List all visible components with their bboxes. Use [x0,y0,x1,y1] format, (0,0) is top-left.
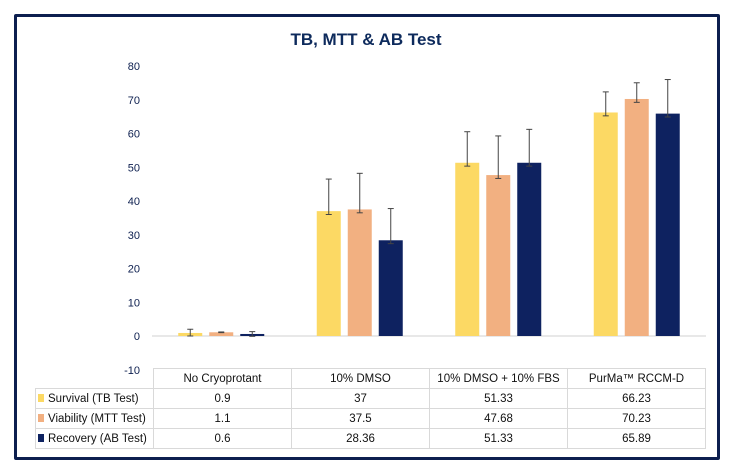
table-cell: 65.89 [567,428,706,449]
legend-swatch-icon [38,414,44,423]
table-cell: 37.5 [291,408,430,429]
y-tick-label: 40 [128,196,140,208]
table-cell: 47.68 [429,408,568,429]
legend-viability: Viability (MTT Test) [35,408,154,429]
table-cell: 70.23 [567,408,706,429]
bar [209,332,234,336]
y-tick-label: 30 [128,230,140,242]
table-cell: 0.9 [153,388,292,409]
legend-swatch-icon [38,394,44,403]
bar [455,162,480,336]
table-row: Survival (TB Test) 0.9 37 51.33 66.23 [35,388,706,409]
y-tick-label: 70 [128,95,140,107]
y-tick-label: 50 [128,162,140,174]
y-tick-label: 10 [128,297,140,309]
table-cell: 66.23 [567,388,706,409]
y-tick-label: 80 [128,61,140,73]
table-cell: 51.33 [429,388,568,409]
chart-title: TB, MTT & AB Test [290,30,442,49]
bar [624,98,649,336]
bar [347,209,372,336]
table-cell: 37 [291,388,430,409]
table-header-cell: 10% DMSO [291,368,430,389]
table-header-cell: 10% DMSO + 10% FBS [429,368,568,389]
bar [486,175,511,336]
legend-recovery: Recovery (AB Test) [35,428,154,449]
table-cell: 1.1 [153,408,292,429]
legend-survival: Survival (TB Test) [35,388,154,409]
bar [655,113,680,336]
table-row: Viability (MTT Test) 1.1 37.5 47.68 70.2… [35,408,706,429]
y-tick-label: 0 [134,331,140,343]
table-row: Recovery (AB Test) 0.6 28.36 51.33 65.89 [35,428,706,449]
bar [517,162,542,336]
table-header-row: No Cryoprotant 10% DMSO 10% DMSO + 10% F… [36,368,706,389]
y-tick-label: 20 [128,264,140,276]
bar [593,112,618,336]
table-header-cell: PurMa™ RCCM-D [567,368,706,389]
data-table: No Cryoprotant 10% DMSO 10% DMSO + 10% F… [35,368,706,449]
y-tick-label: 60 [128,129,140,141]
y-tick-label: -10 [124,365,140,377]
legend-swatch-icon [38,434,44,443]
bar [316,211,341,336]
table-cell: 0.6 [153,428,292,449]
table-header-cell: No Cryoprotant [153,368,292,389]
table-cell: 28.36 [291,428,430,449]
bar [378,240,403,336]
table-cell: 51.33 [429,428,568,449]
